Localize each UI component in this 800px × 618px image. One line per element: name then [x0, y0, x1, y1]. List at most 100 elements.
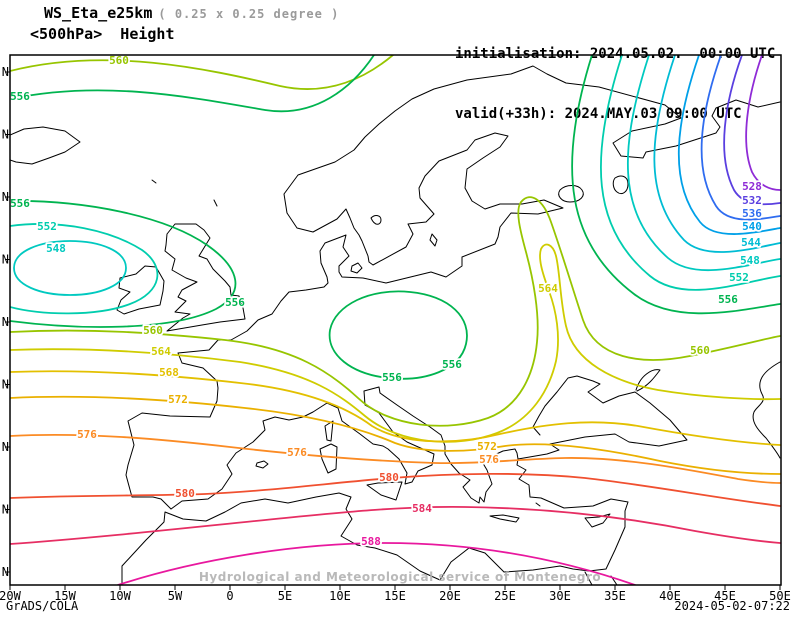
island-crete	[489, 514, 520, 523]
axis-layer: 20W 15W 10W 5W 0 5E 10E 15E 20E 25E 30E 35E 40E 45E 50…	[0, 65, 791, 603]
contour-label-556: 556	[442, 358, 462, 371]
y-axis-label: N	[2, 253, 9, 267]
creation-timestamp: 2024-05-02-07:22	[674, 599, 790, 613]
contour-label-564: 564	[151, 345, 171, 358]
x-axis-label: 20W	[0, 589, 22, 603]
y-axis-label: N	[2, 378, 9, 392]
contour-line-560-main	[10, 196, 781, 427]
contour-label-556: 556	[225, 296, 245, 309]
contour-line-544-trough	[653, 55, 781, 253]
y-axis-label: N	[2, 190, 9, 204]
contour-line-552-trough	[600, 55, 781, 291]
island-corsica	[324, 420, 334, 442]
contour-line-556-atlantic-wrap	[10, 200, 237, 328]
island-mallorca	[255, 460, 269, 469]
contour-line-532-trough	[723, 55, 781, 206]
x-axis-label: 10E	[329, 589, 351, 603]
contour-line-548-trough	[626, 55, 781, 272]
contour-label-576: 576	[77, 428, 97, 441]
island-faroe	[151, 179, 157, 184]
x-axis-label: 5W	[168, 589, 183, 603]
map-frame	[9, 54, 782, 586]
contour-label-584: 584	[412, 502, 432, 515]
contour-label-576: 576	[287, 446, 307, 459]
y-axis-label: N	[2, 315, 9, 329]
contour-line-556-northwest	[10, 55, 375, 113]
contour-layer	[10, 55, 781, 585]
model-name: WS_Eta_e25km	[44, 4, 153, 22]
x-axis-label: 30E	[549, 589, 571, 603]
field-title: <500hPa> Height	[30, 25, 175, 43]
y-axis-label: N	[2, 65, 9, 79]
init-time: initialisation: 2024.05.02. 00:00 UTC	[455, 46, 776, 62]
contour-line-584	[10, 505, 781, 545]
contour-label-580: 580	[175, 487, 195, 500]
contour-label-536: 536	[742, 207, 762, 220]
contour-label-548: 548	[740, 254, 760, 267]
contour-label-568: 568	[159, 366, 179, 379]
contour-line-536-trough	[700, 55, 781, 221]
x-axis-label: 35E	[604, 589, 626, 603]
gulf-of-suez	[584, 571, 593, 585]
contour-label-572: 572	[477, 440, 497, 453]
x-axis-label: 45E	[714, 589, 736, 603]
x-axis-label: 15E	[384, 589, 406, 603]
contour-line-556-central-low	[328, 290, 468, 380]
y-axis-label: N	[2, 440, 9, 454]
contour-line-528-trough	[745, 55, 781, 191]
y-axis-label: N	[2, 503, 9, 517]
contour-label-544: 544	[741, 236, 761, 249]
contour-label-556: 556	[10, 197, 30, 210]
x-axis-label: 0	[226, 589, 233, 603]
island-shetland	[213, 199, 218, 207]
model-resolution: ( 0.25 x 0.25 degree )	[158, 7, 340, 21]
x-axis-label: 5E	[278, 589, 292, 603]
coastline-layer	[10, 65, 781, 585]
coastline-africa-levant-blacksea	[121, 375, 688, 585]
coastline-britain	[164, 223, 246, 332]
lake-vanern	[370, 215, 382, 225]
contour-label-540: 540	[742, 220, 762, 233]
contour-line-548-atlantic-low	[13, 240, 127, 296]
contour-line-552-atlantic-low	[10, 223, 159, 315]
x-axis-label: 25E	[494, 589, 516, 603]
x-axis-label: 15W	[54, 589, 76, 603]
contour-line-564	[10, 243, 781, 443]
contour-label-552: 552	[37, 220, 57, 233]
contour-label-580: 580	[379, 471, 399, 484]
island-sicily	[366, 481, 403, 501]
watermark: Hydrological and Meteorological service …	[198, 570, 602, 584]
contour-label-532: 532	[742, 194, 762, 207]
contour-label-556: 556	[718, 293, 738, 306]
grads-credit: GrADS/COLA	[6, 599, 79, 613]
contour-label-572: 572	[168, 393, 188, 406]
coastline-azov	[635, 369, 661, 392]
contour-line-568	[10, 370, 781, 446]
contour-line-580	[10, 472, 781, 507]
island-gotland	[429, 233, 438, 247]
island-sardinia	[319, 443, 338, 474]
contour-label-556: 556	[382, 371, 402, 384]
island-rhodes	[535, 502, 541, 507]
contour-line-556-trough	[571, 55, 781, 315]
coastline-ireland	[116, 265, 165, 315]
contour-line-540-trough	[677, 55, 781, 235]
contour-label-560: 560	[109, 54, 129, 67]
contour-label-556: 556	[10, 90, 30, 103]
header-model-line: WS_Eta_e25km ( 0.25 x 0.25 degree )	[44, 4, 339, 22]
contour-label-560: 560	[143, 324, 163, 337]
x-axis-label: 10W	[109, 589, 131, 603]
lake-onega	[612, 175, 629, 195]
island-zealand	[350, 262, 363, 274]
y-axis-label: N	[2, 565, 9, 579]
contour-line-576	[10, 433, 781, 484]
contour-label-588: 588	[361, 535, 381, 548]
x-axis-label: 50E	[769, 589, 791, 603]
contour-line-572	[10, 395, 781, 475]
island-cyprus	[584, 513, 611, 528]
contour-label-564: 564	[538, 282, 558, 295]
contour-label-560: 560	[690, 344, 710, 357]
x-axis-label: 40E	[659, 589, 681, 603]
